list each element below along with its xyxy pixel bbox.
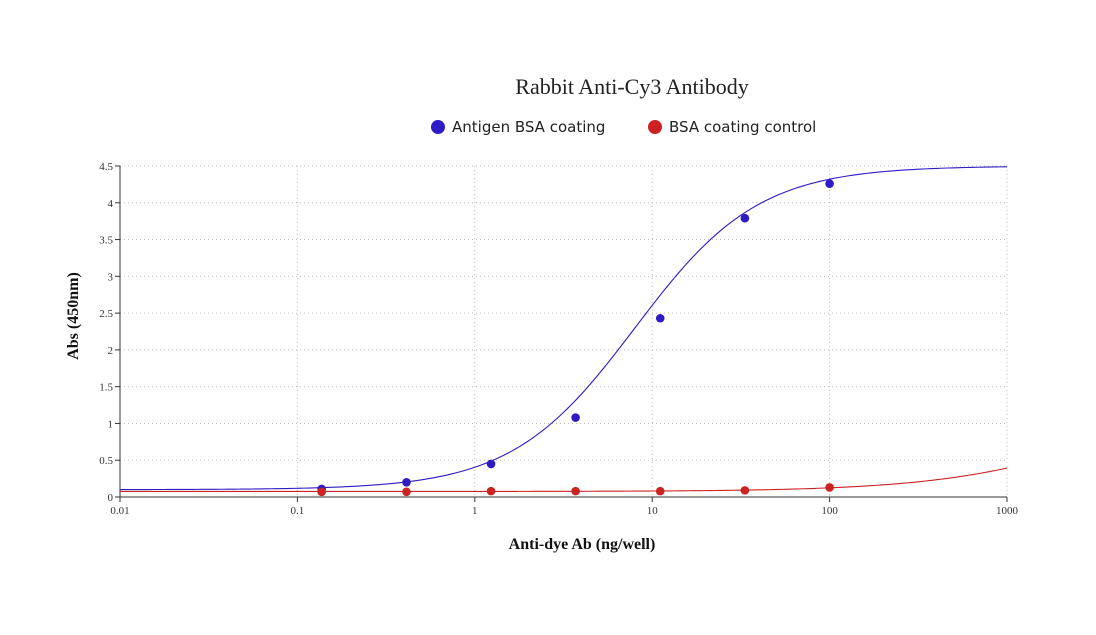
grid (120, 165, 1008, 497)
data-point-antigen (402, 477, 411, 487)
y-tick-label: 4 (108, 198, 114, 210)
data-point-control (825, 483, 834, 492)
data-point-antigen (655, 313, 665, 323)
data-point-antigen (740, 213, 750, 223)
x-tick-label: 0.01 (110, 505, 129, 517)
x-tick-label: 1000 (996, 505, 1019, 517)
y-tick-label: 1 (108, 418, 114, 430)
x-tick-label: 1 (472, 505, 478, 517)
x-axis-label: Anti-dye Ab (ng/well) (509, 536, 656, 553)
fit-curve-antigen (119, 166, 1008, 491)
legend-marker-control (648, 120, 662, 134)
y-tick-label: 3 (108, 271, 114, 283)
data-point-control (317, 487, 326, 497)
chart-title: Rabbit Anti-Cy3 Antibody (515, 74, 748, 99)
y-tick-label: 0 (108, 492, 114, 504)
y-tick-label: 4.5 (99, 161, 113, 173)
x-tick-label: 10 (647, 505, 659, 517)
y-tick-label: 1.5 (99, 382, 113, 394)
y-tick-label: 0.5 (99, 455, 113, 467)
legend-label-control: BSA coating control (669, 118, 816, 136)
data-point-antigen (486, 459, 496, 469)
data-point-control (740, 486, 750, 495)
data-point-control (571, 486, 580, 496)
fit-curve-control (120, 467, 1008, 493)
fit-curves (119, 166, 1008, 493)
y-axis-label: Abs (450nm) (65, 272, 82, 360)
data-points (317, 179, 834, 497)
axes: 0.01 0.1 1 10 100 1000 0 0.5 1 1.5 2 2.5 3 3.5 4 4.5 (99, 161, 1018, 517)
y-tick-label: 3.5 (99, 235, 113, 247)
legend-marker-antigen (431, 120, 445, 134)
x-tick-label: 0.1 (291, 505, 305, 517)
x-tick-label: 100 (821, 505, 838, 517)
data-point-control (655, 486, 665, 496)
y-tick-label: 2 (108, 345, 114, 357)
y-tick-label: 2.5 (99, 308, 113, 320)
legend: Antigen BSA coating BSA coating control (431, 118, 816, 136)
data-point-control (486, 486, 496, 496)
legend-label-antigen: Antigen BSA coating (452, 118, 605, 136)
data-point-antigen (571, 413, 580, 422)
data-point-control (402, 487, 411, 497)
data-point-antigen (825, 179, 834, 188)
